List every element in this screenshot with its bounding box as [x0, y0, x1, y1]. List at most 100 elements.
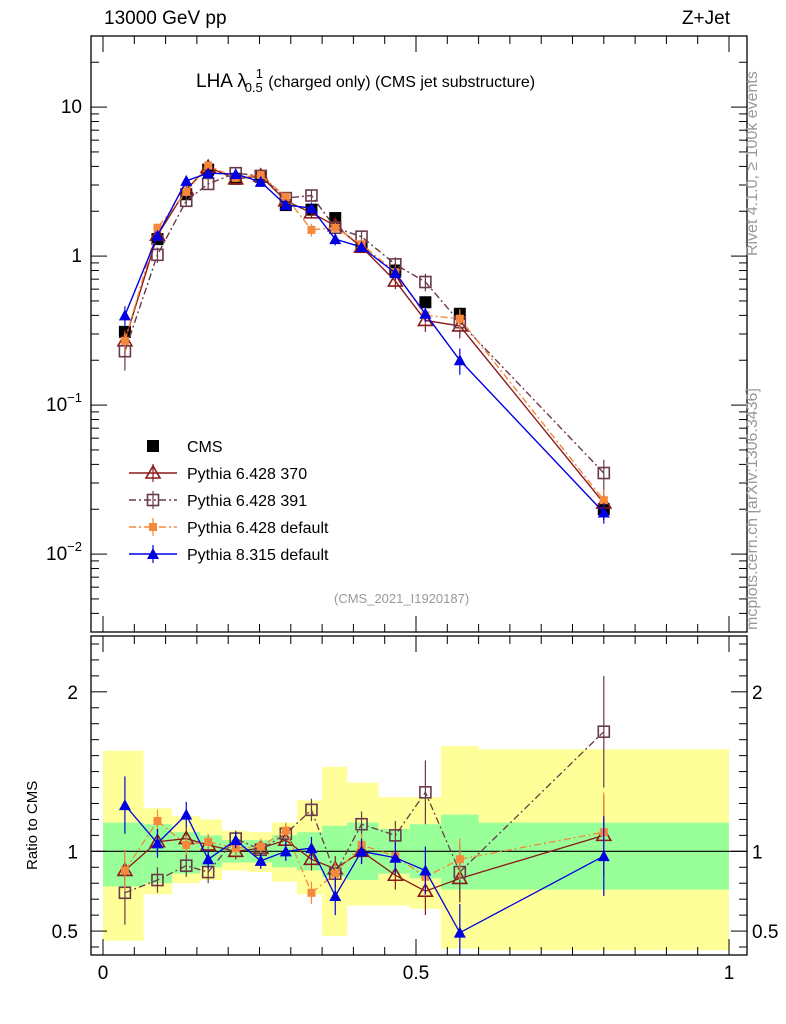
point-p6def-13 [599, 496, 608, 505]
ratio-point-p6def-7 [307, 888, 316, 897]
point-p6def-2 [182, 187, 191, 196]
ratio-point-p6def-3 [204, 837, 213, 846]
ratio-point-p8-0 [118, 799, 131, 811]
ratio-point-p6def-1 [153, 817, 162, 826]
series-line-p391 [124, 172, 605, 474]
point-p391-3 [201, 177, 215, 191]
ratio-point-p370-7 [303, 850, 320, 866]
ratio-point-p8-9 [355, 845, 368, 857]
point-p8-2 [180, 174, 193, 186]
title-superscript: 1 [255, 66, 264, 81]
ratio-axis-label: Ratio to CMS [24, 780, 41, 870]
title-subscript: 0.5 [244, 80, 263, 95]
ratio-point-p8-7 [305, 842, 318, 854]
ratio-point-p8-4 [229, 834, 242, 846]
point-p6def-7 [307, 225, 316, 234]
ratio-point-p6def-12 [455, 855, 464, 864]
legend-marker-p370 [144, 464, 162, 479]
ratio-point-p8-5 [254, 854, 267, 866]
ratio-point-p6def-5 [256, 842, 265, 851]
point-p391-1 [151, 248, 164, 262]
ratio-line-p391 [124, 731, 605, 894]
legend: CMS Pythia 6.428 370 Pythia 6.428 391 Pythi… [129, 439, 329, 564]
legend-entry-p6def: Pythia 6.428 default [129, 518, 329, 537]
legend-marker-p6def [149, 523, 157, 531]
point-p391-13 [597, 466, 611, 480]
legend-entry-p391: Pythia 6.428 391 [129, 491, 307, 510]
ratio-point-p8-13 [597, 850, 610, 862]
main-plot-frame [90, 35, 748, 633]
point-p6def-0 [120, 336, 129, 345]
legend-label-p370: Pythia 6.428 370 [187, 466, 307, 483]
ratio-point-p391-1 [151, 873, 164, 887]
ratio-point-p391-10 [389, 829, 402, 842]
y-tick-label: 10 [61, 97, 82, 118]
y-tick-label: 1 [71, 246, 82, 267]
band-inner-bin-0 [103, 822, 144, 887]
legend-entry-p370: Pythia 6.428 370 [129, 464, 307, 483]
point-data-11 [419, 296, 432, 309]
point-p8-9 [355, 241, 368, 253]
legend-marker-p391 [146, 493, 160, 507]
series-p6def [120, 161, 608, 513]
ratio-point-p8-1 [151, 837, 164, 849]
point-p391-11 [419, 275, 432, 289]
ratio-point-p8-10 [389, 851, 402, 863]
point-p370-10 [386, 272, 404, 287]
x-tick-label: 0.5 [403, 963, 429, 984]
ratio-line-p8 [124, 804, 605, 934]
ratio-y-tick-label-right: 1 [752, 842, 763, 863]
ratio-point-p8-8 [329, 889, 342, 901]
point-p8-4 [229, 168, 242, 180]
legend-label-p391: Pythia 6.428 391 [187, 493, 307, 510]
ratio-point-p6def-6 [281, 826, 290, 835]
ratio-plot-frame [90, 635, 748, 956]
ratio-point-p391-2 [179, 859, 193, 872]
point-p6def-6 [281, 192, 290, 201]
y-tick-label: 10−2 [46, 539, 82, 565]
point-p6def-5 [256, 171, 265, 180]
plot-series [116, 158, 613, 955]
point-p8-3 [202, 167, 215, 179]
point-p8-13 [597, 506, 610, 518]
x-tick-label: 1 [724, 963, 735, 984]
ratio-point-p391-7 [305, 803, 318, 817]
ratio-series-p8 [118, 776, 610, 955]
legend-entry-p8: Pythia 8.315 default [129, 545, 329, 564]
ratio-y-tick-label-left: 0.5 [52, 922, 78, 943]
ratio-point-p6def-8 [331, 869, 340, 878]
ratio-point-p391-9 [355, 817, 368, 831]
point-p8-7 [305, 202, 318, 214]
legend-label-p6def: Pythia 6.428 default [187, 520, 329, 537]
point-p8-0 [118, 309, 131, 321]
ratio-y-tick-label-right: 0.5 [752, 922, 778, 943]
ratio-point-p6def-0 [120, 866, 129, 875]
title-observable: LHA λ [196, 71, 247, 92]
ratio-point-p8-2 [180, 808, 193, 820]
ratio-point-p370-10 [386, 866, 404, 882]
series-line-p6def [124, 164, 605, 501]
point-p6def-12 [455, 314, 464, 323]
legend-marker-p8 [147, 548, 159, 559]
point-p8-12 [453, 354, 466, 366]
ratio-point-p8-3 [202, 853, 215, 865]
point-p8-10 [389, 267, 402, 279]
legend-marker-data [147, 440, 159, 452]
legend-entry-data: CMS [147, 439, 223, 456]
y-tick-label: 10−1 [46, 390, 82, 416]
ratio-point-p6def-2 [182, 840, 191, 849]
point-p6def-8 [331, 223, 340, 232]
ratio-point-p8-12 [453, 926, 466, 938]
point-p8-1 [151, 229, 164, 241]
ratio-y-tick-label-left: 2 [67, 683, 78, 704]
ratio-point-p8-11 [419, 864, 432, 876]
legend-label-p8: Pythia 8.315 default [187, 547, 329, 564]
point-p8-8 [329, 233, 342, 245]
ratio-point-p370-11 [416, 882, 434, 898]
plot-title: LHA λ0.51 (charged only) (CMS jet substr… [196, 66, 535, 95]
beam-energy-label: 13000 GeV pp [104, 8, 227, 29]
ratio-point-p391-13 [597, 725, 611, 739]
title-description: (charged only) (CMS jet substructure) [268, 74, 536, 91]
point-p8-5 [254, 175, 267, 187]
